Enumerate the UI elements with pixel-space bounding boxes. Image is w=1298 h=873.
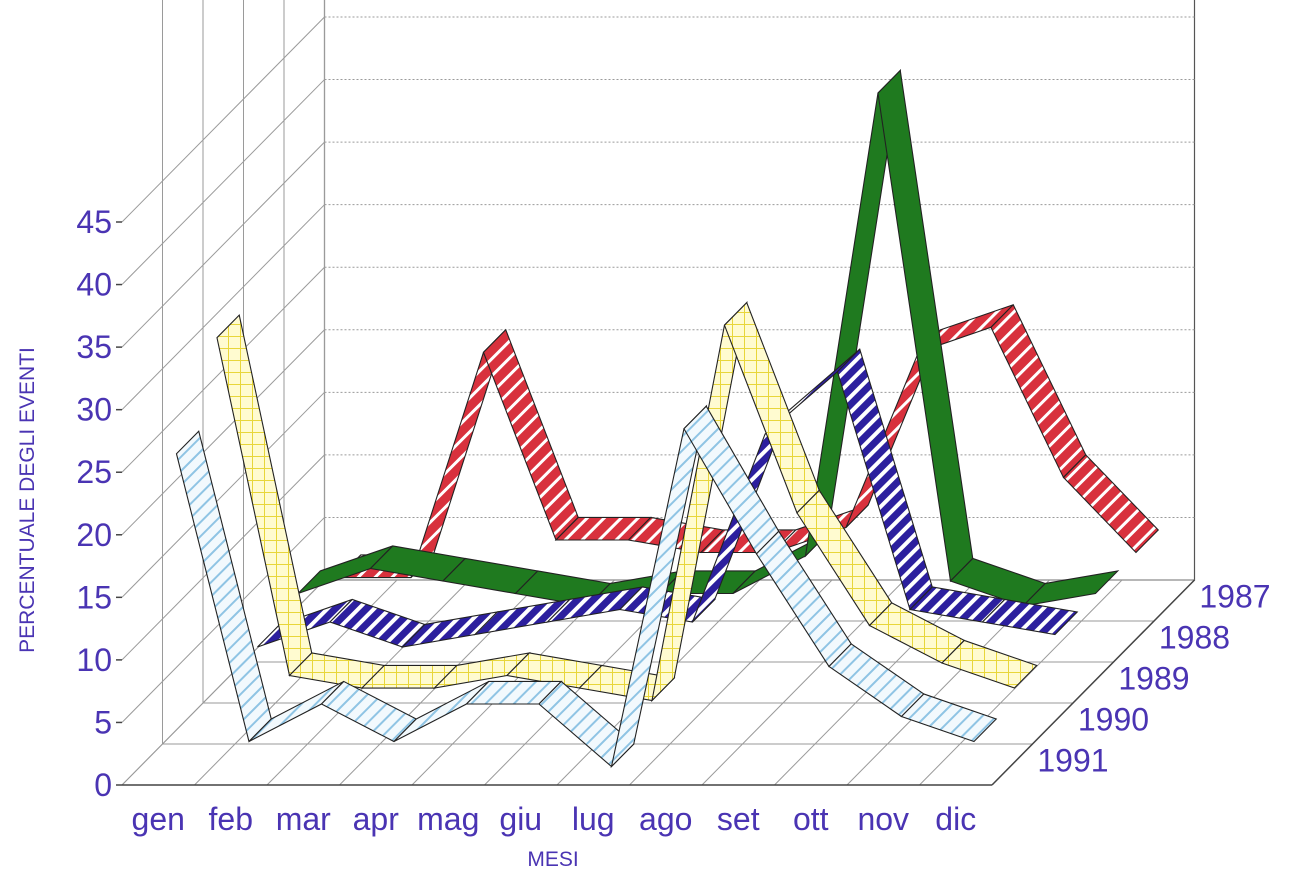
x-tick-label: feb bbox=[209, 801, 253, 837]
floor-category-line bbox=[919, 579, 1123, 786]
side-wall-gridline bbox=[121, 79, 325, 285]
y-tick-label: 0 bbox=[94, 767, 112, 803]
side-wall-gridline bbox=[121, 329, 325, 536]
chart-labels: 0 5 10 15 20 25 30 35 40 45 gen feb mar apr mag giu lug a… bbox=[16, 204, 1271, 871]
y-tick-label: 40 bbox=[76, 267, 112, 303]
ribbon-segment bbox=[1021, 570, 1120, 607]
side-wall-gridline bbox=[121, 391, 325, 598]
depth-axis-line bbox=[991, 579, 1196, 786]
ribbon-segment bbox=[320, 680, 418, 743]
x-tick-label: set bbox=[717, 801, 760, 837]
back-wall bbox=[323, 0, 1196, 581]
x-tick-label: apr bbox=[353, 801, 400, 837]
x-tick-label: ago bbox=[639, 801, 692, 837]
side-wall-gridline bbox=[121, 141, 325, 348]
ribbon-segment bbox=[393, 680, 490, 743]
chart-series bbox=[175, 68, 1160, 769]
x-tick-label: dic bbox=[935, 801, 976, 837]
ribbon-segment bbox=[900, 693, 998, 743]
x-tick-label: mar bbox=[276, 801, 331, 837]
series-label: 1990 bbox=[1078, 701, 1149, 737]
ribbon-segment bbox=[1062, 454, 1160, 554]
x-tick-label: nov bbox=[857, 801, 909, 837]
y-axis-title: PERCENTUALE DEGLI EVENTI bbox=[16, 347, 39, 653]
ribbon-segment bbox=[828, 643, 925, 718]
x-tick-label: lug bbox=[572, 801, 615, 837]
x-tick-label: mag bbox=[417, 801, 479, 837]
y-tick-label: 35 bbox=[76, 329, 112, 365]
y-tick-label: 30 bbox=[76, 392, 112, 428]
x-axis-title: MESI bbox=[527, 848, 578, 871]
side-wall-gridline bbox=[121, 204, 325, 411]
y-tick-label: 5 bbox=[94, 704, 112, 740]
y-tick-label: 20 bbox=[76, 517, 112, 553]
x-tick-label: giu bbox=[499, 801, 542, 837]
series-label: 1989 bbox=[1118, 660, 1189, 696]
series-label: 1991 bbox=[1037, 742, 1108, 778]
x-tick-label: gen bbox=[132, 801, 185, 837]
x-tick-label: ott bbox=[793, 801, 829, 837]
y-tick-label: 10 bbox=[76, 642, 112, 678]
y-tick-label: 25 bbox=[76, 454, 112, 490]
ribbon-segment bbox=[981, 598, 1079, 636]
side-wall-gridline bbox=[121, 16, 325, 223]
series-ribbon-1991 bbox=[175, 404, 998, 769]
ribbon-segment bbox=[940, 639, 1038, 689]
y-tick-label: 45 bbox=[76, 204, 112, 240]
side-wall-gridline bbox=[121, 266, 325, 473]
series-label: 1987 bbox=[1199, 578, 1270, 614]
series-ribbon-1990 bbox=[216, 300, 1038, 703]
series-label: 1988 bbox=[1159, 619, 1230, 655]
y-tick-label: 15 bbox=[76, 579, 112, 615]
